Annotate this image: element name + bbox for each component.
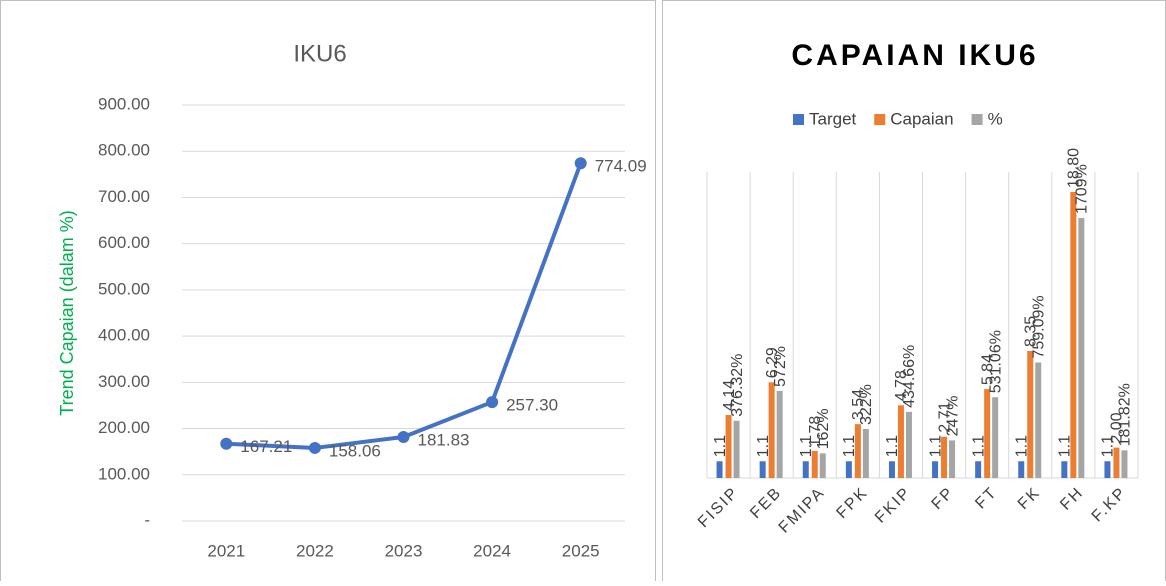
bar xyxy=(819,453,826,478)
bar xyxy=(932,461,939,478)
chart-title: IKU6 xyxy=(293,40,346,67)
y-tick-label: - xyxy=(144,510,150,529)
data-label: 6.29 xyxy=(764,347,781,378)
bar xyxy=(854,424,861,478)
data-label: 2.71 xyxy=(936,402,953,433)
data-label: 8.35 xyxy=(1022,316,1039,347)
data-label: 1.1 xyxy=(927,435,944,457)
data-label: 322% xyxy=(858,384,875,425)
data-label: 4.14 xyxy=(721,380,738,411)
bar xyxy=(897,405,904,478)
bar xyxy=(1027,350,1034,478)
bar xyxy=(725,415,732,478)
x-tick-label: 2025 xyxy=(562,541,600,560)
bar xyxy=(888,461,895,478)
y-tick-label: 500.00 xyxy=(98,279,150,298)
y-axis-label: Trend Capaian (dalam %) xyxy=(57,210,77,415)
data-label: 1.1 xyxy=(841,435,858,457)
legend-swatch xyxy=(793,114,804,125)
data-label: 1.1 xyxy=(1100,435,1117,457)
bar xyxy=(949,440,956,478)
bar xyxy=(768,382,775,478)
data-label: 162% xyxy=(815,408,832,449)
legend-swatch xyxy=(971,114,983,125)
marker xyxy=(308,441,321,454)
data-label: 1.1 xyxy=(1057,435,1074,457)
data-label: 181.83 xyxy=(418,430,470,449)
bar xyxy=(776,390,783,478)
x-tick-label: 2021 xyxy=(207,541,245,560)
data-label: 5.84 xyxy=(979,354,996,385)
data-label: 257.30 xyxy=(506,396,558,415)
bar xyxy=(759,461,766,478)
bar xyxy=(1061,461,1068,478)
bar xyxy=(1018,461,1025,478)
data-label: 2.00 xyxy=(1109,412,1126,443)
y-tick-label: 100.00 xyxy=(98,464,150,483)
x-tick-label: 2022 xyxy=(296,541,334,560)
data-label: 158.06 xyxy=(329,441,381,460)
marker xyxy=(574,157,587,170)
data-label: 247% xyxy=(944,396,961,437)
data-label: 4.78 xyxy=(893,370,910,401)
x-tick-label: 2024 xyxy=(473,541,511,560)
left-panel xyxy=(0,0,656,586)
data-label: 759.09% xyxy=(1030,295,1047,358)
bar xyxy=(862,429,869,478)
bar xyxy=(1070,192,1077,478)
bar xyxy=(984,389,991,478)
bar xyxy=(1078,218,1085,478)
chart-title: CAPAIAN IKU6 xyxy=(791,39,1038,72)
bar xyxy=(905,411,912,478)
marker xyxy=(486,396,499,409)
legend-label: Capaian xyxy=(890,109,953,128)
bar xyxy=(845,461,852,478)
y-tick-label: 900.00 xyxy=(98,94,150,113)
data-label: 1.78 xyxy=(807,416,824,447)
data-label: 1.1 xyxy=(1013,435,1030,457)
bar xyxy=(1121,450,1128,478)
data-label: 1.1 xyxy=(755,435,772,457)
data-label: 18.80 xyxy=(1066,148,1083,188)
data-label: 1.1 xyxy=(798,435,815,457)
bar xyxy=(975,461,982,478)
data-label: 1.1 xyxy=(970,435,987,457)
data-label: 1.1 xyxy=(712,435,729,457)
marker xyxy=(220,437,233,450)
legend-swatch xyxy=(874,114,886,125)
y-tick-label: 800.00 xyxy=(98,141,150,160)
data-label: 572% xyxy=(772,346,789,387)
bar xyxy=(992,397,999,478)
bar xyxy=(1104,461,1111,478)
bar xyxy=(811,450,818,478)
data-label: 3.54 xyxy=(850,389,867,420)
bar xyxy=(802,461,809,478)
y-tick-label: 600.00 xyxy=(98,233,150,252)
data-label: 181.82% xyxy=(1117,383,1134,446)
marker xyxy=(397,430,410,443)
bar xyxy=(716,461,723,478)
data-label: 531.06% xyxy=(987,330,1004,393)
bar xyxy=(941,436,948,478)
data-label: 167.21 xyxy=(240,437,292,456)
legend-label: Target xyxy=(809,109,857,128)
x-tick-label: 2023 xyxy=(385,541,423,560)
data-label: 1709% xyxy=(1074,164,1091,214)
bar xyxy=(1035,362,1042,478)
y-tick-label: 700.00 xyxy=(98,187,150,206)
bar xyxy=(1113,447,1120,478)
data-label: 434.66% xyxy=(901,345,918,408)
data-label: 1.1 xyxy=(884,435,901,457)
data-label: 774.09 xyxy=(595,157,647,176)
legend-label: % xyxy=(988,109,1003,128)
y-tick-label: 200.00 xyxy=(98,418,150,437)
bar xyxy=(733,420,740,478)
y-tick-label: 400.00 xyxy=(98,326,150,345)
y-tick-label: 300.00 xyxy=(98,372,150,391)
data-label: 376.32% xyxy=(729,354,746,417)
